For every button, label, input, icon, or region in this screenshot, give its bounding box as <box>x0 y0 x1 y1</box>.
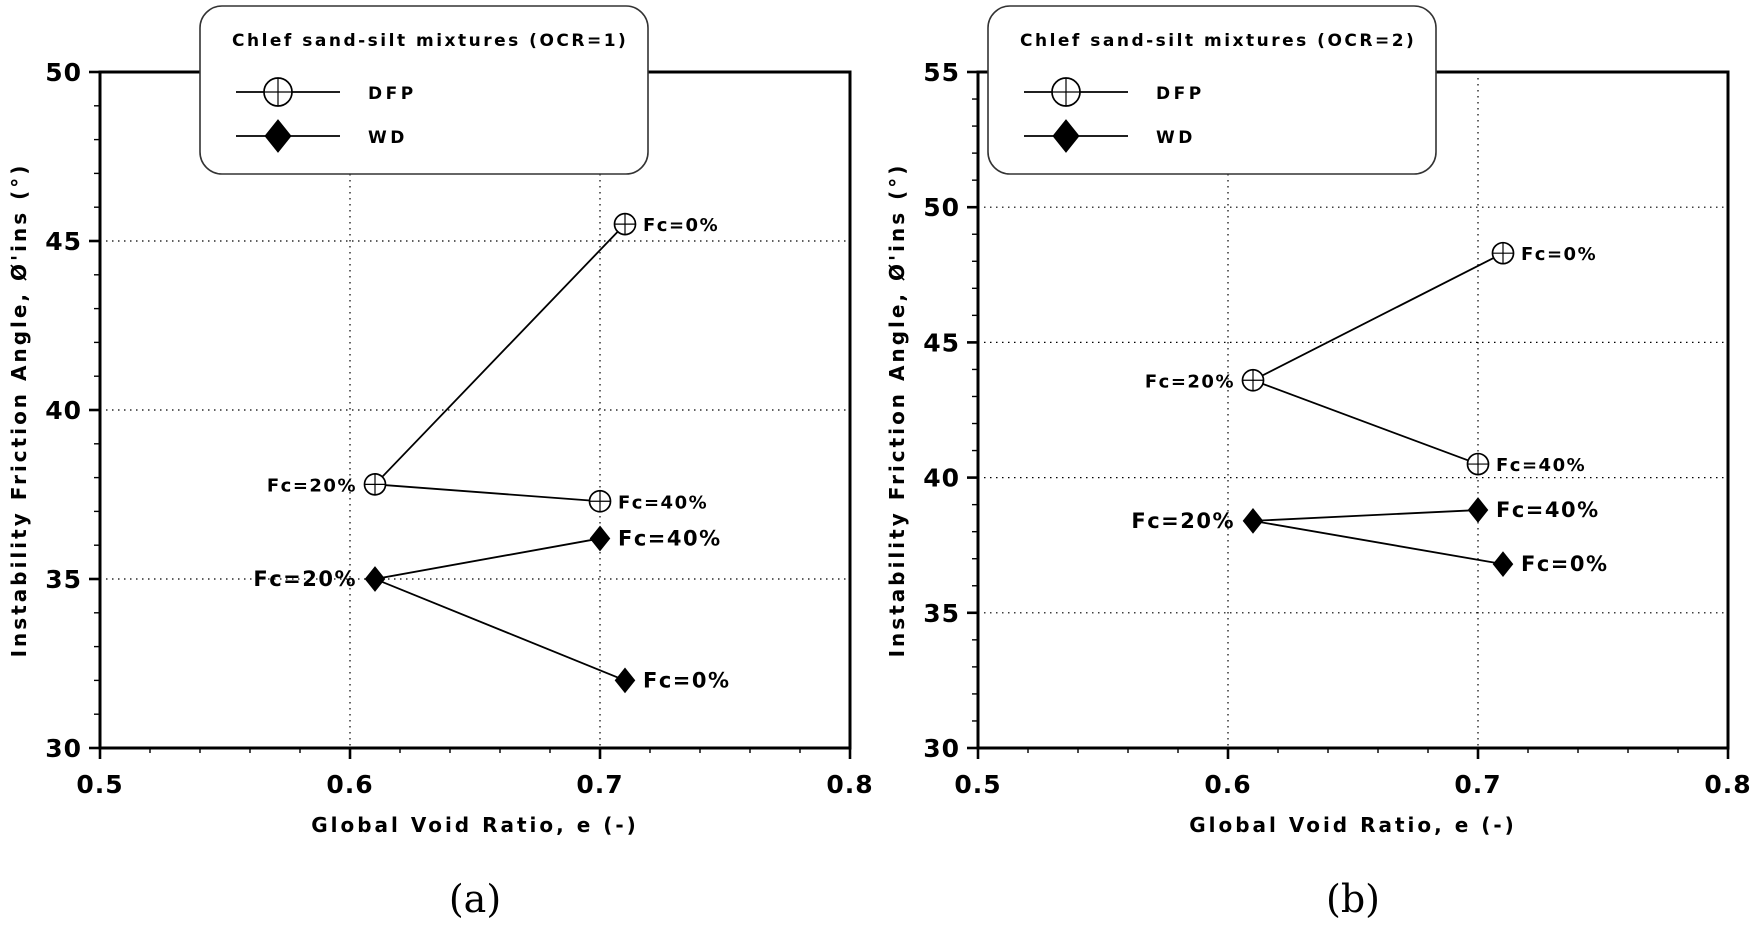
y-tick-label: 40 <box>45 396 82 425</box>
chart-panel-b: 0.5 0.6 0.7 0.8 30 35 40 45 50 55 Global Void Rati… <box>878 0 1756 932</box>
wd-diamond-marker <box>1492 551 1514 578</box>
point-label: Fc=40% <box>618 492 708 513</box>
y-axis-title: Instability Friction Angle, Ø'ins (°) <box>885 163 909 658</box>
legend-title: Chlef sand-silt mixtures (OCR=2) <box>1020 31 1416 51</box>
legend-title: Chlef sand-silt mixtures (OCR=1) <box>232 31 628 51</box>
chart-a-svg: 0.5 0.6 0.7 0.8 30 35 40 45 50 Global Void Ratio,… <box>7 5 873 921</box>
series-line-dfp <box>1252 379 1479 465</box>
wd-diamond-marker <box>264 119 292 153</box>
x-tick-label: 0.7 <box>576 770 623 799</box>
legend-item-wd: WD <box>1024 119 1196 153</box>
dfp-circle-plus-marker <box>1241 368 1265 392</box>
point-label: Fc=20% <box>1145 371 1235 392</box>
legend: Chlef sand-silt mixtures (OCR=1) DFP WD <box>199 5 649 175</box>
wd-diamond-marker <box>1467 497 1489 523</box>
legend-box <box>199 5 649 175</box>
dfp-circle-plus-marker <box>263 77 293 107</box>
x-tick-label: 0.8 <box>826 770 873 799</box>
y-tick-label: 30 <box>45 734 82 763</box>
y-tick-label: 40 <box>923 464 960 493</box>
y-tick-label: 55 <box>923 58 960 87</box>
point-label: Fc=40% <box>1496 498 1600 522</box>
y-tick-label: 50 <box>923 193 960 222</box>
wd-diamond-marker <box>614 667 636 694</box>
y-tick-label: 45 <box>45 227 82 256</box>
legend-label: DFP <box>368 84 417 104</box>
wd-diamond-marker <box>589 525 611 552</box>
x-tick-label: 0.5 <box>954 770 1001 799</box>
legend-item-wd: WD <box>236 119 408 153</box>
x-tick-label: 0.5 <box>76 770 123 799</box>
series-line-dfp <box>1252 252 1504 382</box>
legend-box <box>987 5 1437 175</box>
legend-item-dfp: DFP <box>236 77 417 107</box>
legend-label: DFP <box>1156 84 1205 104</box>
wd-diamond-marker <box>1052 119 1080 153</box>
wd-diamond-marker <box>1242 507 1264 534</box>
y-tick-label: 30 <box>923 734 960 763</box>
dfp-circle-plus-marker <box>1051 77 1081 107</box>
series-line-wd <box>374 578 626 682</box>
point-label: Fc=0% <box>1521 244 1597 265</box>
subfigure-caption: (a) <box>449 877 501 921</box>
legend: Chlef sand-silt mixtures (OCR=2) DFP WD <box>987 5 1437 175</box>
series-line-wd <box>1252 519 1504 566</box>
dfp-circle-plus-marker <box>1466 452 1490 476</box>
x-tick-label: 0.7 <box>1454 770 1501 799</box>
chart-b-svg: 0.5 0.6 0.7 0.8 30 35 40 45 50 55 Global Void Rati… <box>885 5 1751 921</box>
y-axis-title: Instability Friction Angle, Ø'ins (°) <box>7 163 31 658</box>
legend-item-dfp: DFP <box>1024 77 1205 107</box>
x-tick-label: 0.8 <box>1704 770 1751 799</box>
point-label: Fc=20% <box>1131 509 1235 533</box>
point-label: Fc=0% <box>643 215 719 236</box>
series-line-wd <box>374 537 601 580</box>
dfp-circle-plus-marker <box>588 489 612 513</box>
series-line-dfp <box>374 483 601 503</box>
subfigure-caption: (b) <box>1326 877 1380 921</box>
x-tick-label: 0.6 <box>326 770 373 799</box>
point-label: Fc=20% <box>253 567 357 591</box>
point-label: Fc=40% <box>1496 455 1586 476</box>
legend-label: WD <box>1156 128 1196 148</box>
y-tick-label: 50 <box>45 58 82 87</box>
point-label: Fc=0% <box>1521 552 1609 576</box>
series-line-wd <box>1252 509 1479 522</box>
dfp-circle-plus-marker <box>1491 241 1515 265</box>
point-label: Fc=20% <box>267 475 357 496</box>
x-axis-title: Global Void Ratio, e (-) <box>1189 813 1517 837</box>
chart-panel-a: 0.5 0.6 0.7 0.8 30 35 40 45 50 Global Void Ratio,… <box>7 5 873 921</box>
y-tick-label: 45 <box>923 328 960 357</box>
point-label: Fc=40% <box>618 526 722 550</box>
x-axis-title: Global Void Ratio, e (-) <box>311 813 639 837</box>
series-line-dfp <box>374 223 626 485</box>
dfp-circle-plus-marker <box>363 473 387 496</box>
y-tick-label: 35 <box>45 565 82 594</box>
legend-label: WD <box>368 128 408 148</box>
dfp-circle-plus-marker <box>613 212 637 236</box>
x-tick-label: 0.6 <box>1204 770 1251 799</box>
point-label: Fc=0% <box>643 668 731 692</box>
wd-diamond-marker <box>364 566 386 592</box>
y-tick-label: 35 <box>923 599 960 628</box>
